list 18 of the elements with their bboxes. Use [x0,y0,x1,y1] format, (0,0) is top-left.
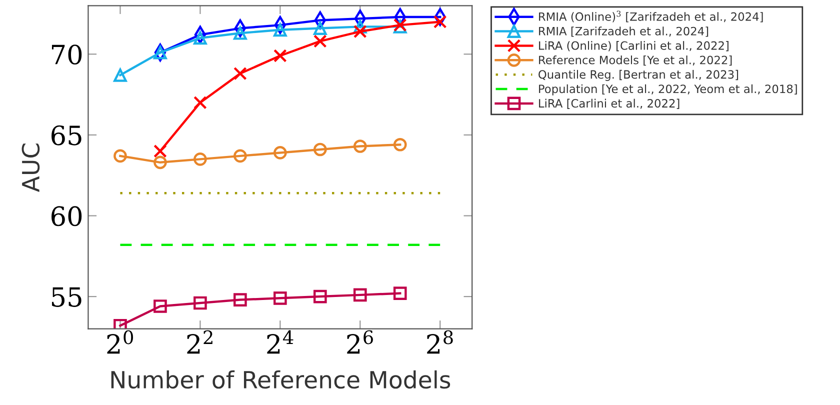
legend-label: Population [Ye et al., 2022, Yeom et al., 2018] [539,84,797,96]
x-tick-label: 2$^{8}$ [427,330,453,354]
y-tick-label: 60 [52,206,82,226]
legend-label: LiRA [Carlini et al., 2022] [539,98,680,109]
x-axis-title: Number of Reference Models [111,370,450,389]
legend-label: Reference Models [Ye et al., 2022] [539,55,732,66]
legend-label: LiRA (Online) [Carlini et al., 2022] [539,41,728,52]
x-tick-label: 2$^{6}$ [347,330,373,354]
y-tick-label: 55 [52,287,82,307]
x-tick-label: 2$^{4}$ [267,330,294,354]
x-tick-label: 2$^{2}$ [187,330,212,354]
legend-label: RMIA [Zarifzadeh et al., 2024] [539,26,708,37]
y-axis-title: AUC [22,144,40,192]
x-tick-label: 2$^{0}$ [107,330,133,354]
legend-label: RMIA (Online)$^{3}$ [Zarifzadeh et al., 2024] [539,10,763,22]
y-tick-label: 65 [52,125,82,146]
legend-label: Quantile Reg. [Bertran et al., 2023] [538,70,738,81]
y-tick-label: 70 [52,44,82,65]
